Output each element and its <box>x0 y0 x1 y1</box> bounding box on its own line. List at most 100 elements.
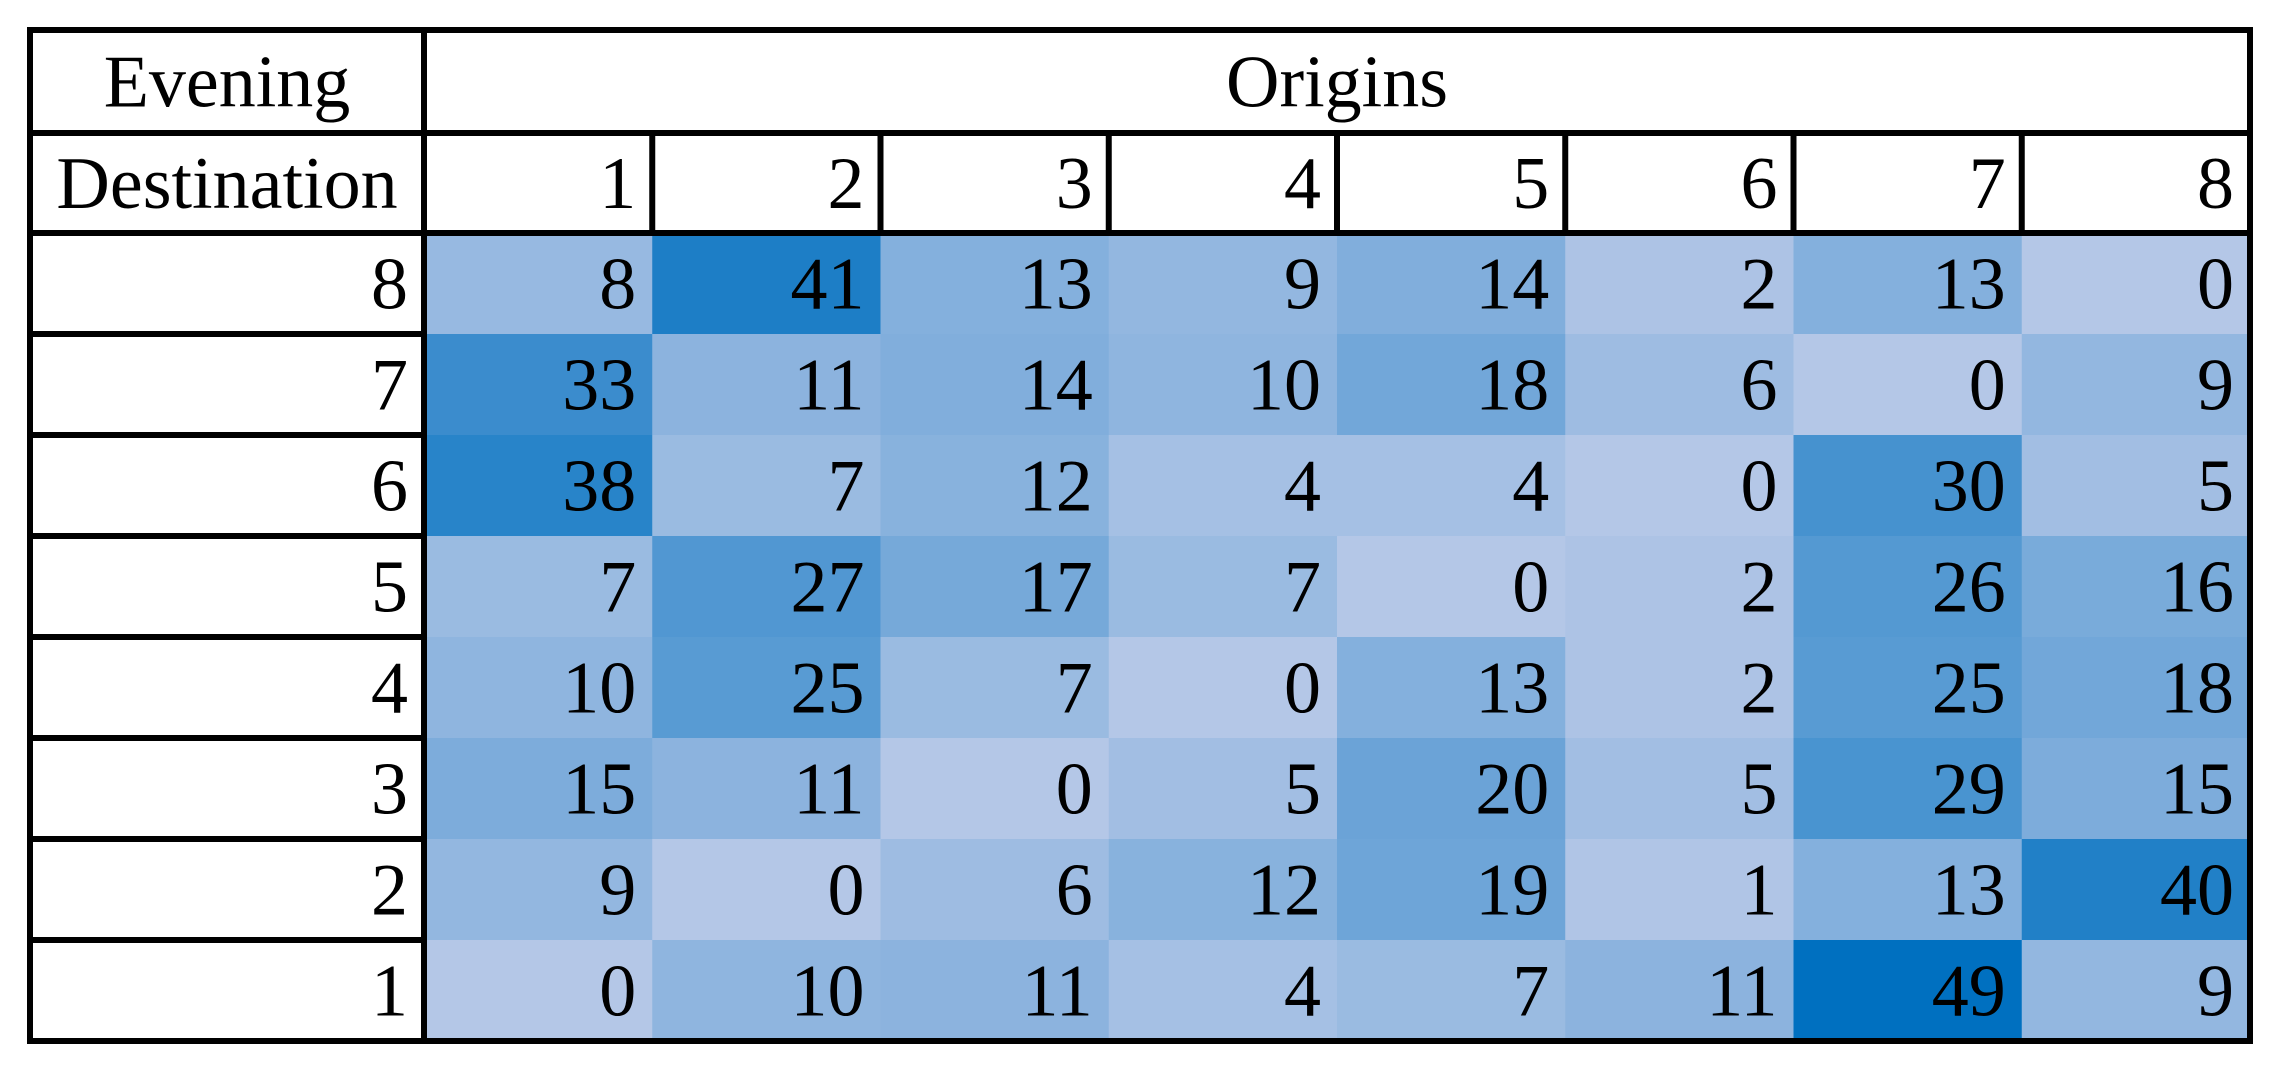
column-header-label: Origins <box>1226 42 1448 124</box>
row-label: 8 <box>371 244 408 326</box>
heatmap-cell <box>652 637 882 739</box>
cell-value-label: 0 <box>599 951 636 1033</box>
heatmap-cell <box>1565 738 1795 840</box>
cell-value-label: 9 <box>2197 345 2234 427</box>
heatmap-cell <box>424 334 653 436</box>
column-label: 1 <box>599 143 636 225</box>
heatmap-cell <box>1108 233 1338 335</box>
heatmap-cell <box>424 940 653 1042</box>
heatmap-cell <box>652 839 882 941</box>
heatmap-cell <box>1565 940 1795 1042</box>
heatmap-cell <box>1565 334 1795 436</box>
heatmap-cell <box>2021 637 2251 739</box>
heatmap-cells <box>424 233 2251 1042</box>
heatmap-cell <box>1793 940 2023 1042</box>
cell-value-label: 4 <box>1284 951 1321 1033</box>
cell-value-label: 6 <box>1741 345 1778 427</box>
cell-value-label: 20 <box>1475 749 1549 831</box>
heatmap-cell <box>1337 940 1566 1042</box>
cell-value-label: 27 <box>791 547 865 629</box>
cell-value-label: 41 <box>791 244 865 326</box>
heatmap-cell <box>880 839 1110 941</box>
heatmap-cell <box>424 738 653 840</box>
heatmap-cell <box>880 536 1110 638</box>
cell-value-label: 15 <box>562 749 636 831</box>
cell-value-label: 49 <box>1932 951 2006 1033</box>
heatmap-cell <box>1337 738 1566 840</box>
heatmap-cell <box>652 940 882 1042</box>
heatmap-cell <box>1108 435 1338 537</box>
cell-value-label: 6 <box>1056 850 1093 932</box>
cell-value-label: 11 <box>793 749 864 831</box>
cell-value-label: 0 <box>1284 648 1321 730</box>
cell-value-label: 9 <box>1284 244 1321 326</box>
heatmap-cell <box>1108 940 1338 1042</box>
column-label: 8 <box>2197 143 2234 225</box>
row-label: 2 <box>371 850 408 932</box>
table-grid-lines <box>27 27 2253 1044</box>
cell-value-label: 7 <box>1056 648 1093 730</box>
heatmap-cell <box>2021 839 2251 941</box>
column-label: 6 <box>1741 143 1778 225</box>
column-label: 7 <box>1969 143 2006 225</box>
heatmap-cell <box>424 435 653 537</box>
heatmap-cell <box>1793 738 2023 840</box>
heatmap-cell <box>652 334 882 436</box>
cell-value-label: 11 <box>1706 951 1777 1033</box>
cell-value-label: 0 <box>1969 345 2006 427</box>
cell-value-label: 14 <box>1019 345 1093 427</box>
cell-value-label: 18 <box>1475 345 1549 427</box>
heatmap-cell <box>1565 536 1795 638</box>
cell-value-label: 13 <box>1932 850 2006 932</box>
cell-value-label: 7 <box>1284 547 1321 629</box>
cell-value-label: 0 <box>1741 446 1778 528</box>
cell-value-label: 4 <box>1512 446 1549 528</box>
heatmap-cell <box>1793 334 2023 436</box>
cell-value-label: 16 <box>2160 547 2234 629</box>
heatmap-cell <box>1337 435 1566 537</box>
heatmap-cell <box>880 233 1110 335</box>
heatmap-cell <box>2021 738 2251 840</box>
heatmap-cell <box>424 536 653 638</box>
cell-value-label: 14 <box>1475 244 1549 326</box>
heatmap-cell <box>1565 233 1795 335</box>
cell-value-label: 25 <box>1932 648 2006 730</box>
heatmap-cell <box>424 839 653 941</box>
cell-value-label: 5 <box>1284 749 1321 831</box>
heatmap-cell <box>1793 435 2023 537</box>
heatmap-cell <box>1108 839 1338 941</box>
cell-value-label: 1 <box>1741 850 1778 932</box>
heatmap-cell <box>2021 435 2251 537</box>
cell-value-label: 33 <box>562 345 636 427</box>
cell-value-label: 18 <box>2160 648 2234 730</box>
cell-value-label: 7 <box>1512 951 1549 1033</box>
table-labels: Evening Destination Origins 8 41 13 9 14 2 13 0… <box>56 42 2234 1033</box>
heatmap-cell <box>1108 637 1338 739</box>
heatmap-cell <box>2021 940 2251 1042</box>
cell-value-label: 7 <box>599 547 636 629</box>
cell-value-label: 19 <box>1475 850 1549 932</box>
cell-value-label: 13 <box>1932 244 2006 326</box>
row-label: 1 <box>371 951 408 1033</box>
heatmap-cell <box>2021 334 2251 436</box>
heatmap-cell <box>1565 637 1795 739</box>
heatmap-cell <box>1565 839 1795 941</box>
cell-value-label: 11 <box>793 345 864 427</box>
column-label: 4 <box>1284 143 1321 225</box>
heatmap-cell <box>1565 435 1795 537</box>
heatmap-cell <box>1108 334 1338 436</box>
cell-value-label: 0 <box>828 850 865 932</box>
heatmap-cell <box>1337 637 1566 739</box>
heatmap-cell <box>1337 233 1566 335</box>
cell-value-label: 40 <box>2160 850 2234 932</box>
heatmap-cell <box>1337 839 1566 941</box>
heatmap-cell <box>652 233 882 335</box>
heatmap-cell <box>1793 637 2023 739</box>
corner-label: Evening <box>104 42 351 124</box>
cell-value-label: 0 <box>1056 749 1093 831</box>
cell-value-label: 26 <box>1932 547 2006 629</box>
column-label: 3 <box>1056 143 1093 225</box>
cell-value-label: 15 <box>2160 749 2234 831</box>
row-label: 3 <box>371 749 408 831</box>
